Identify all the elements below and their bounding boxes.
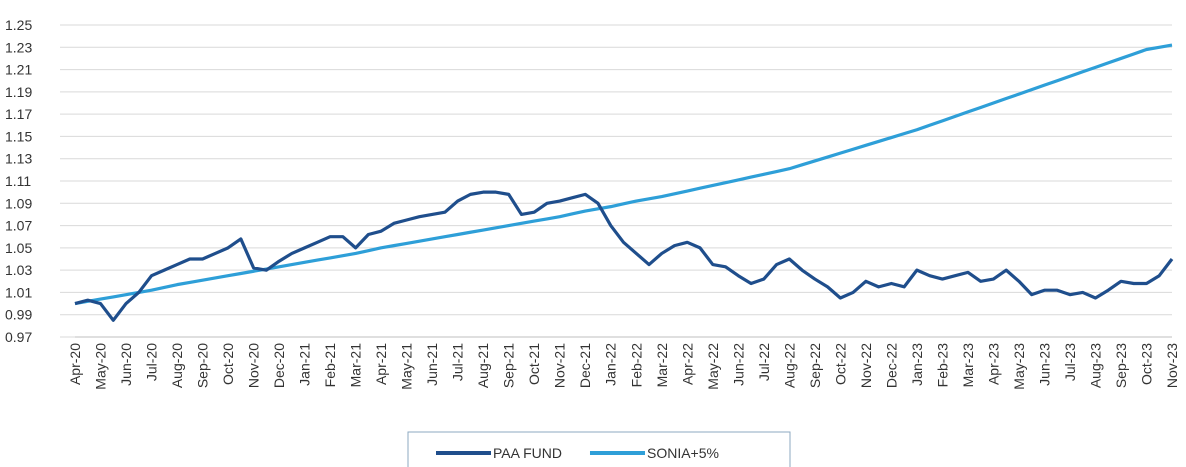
x-tick-label: May-22	[705, 343, 721, 390]
x-tick-label: Sep-21	[501, 343, 517, 388]
x-tick-label: Jun-22	[730, 343, 746, 386]
x-tick-label: Oct-23	[1138, 343, 1154, 385]
y-tick-label: 1.25	[5, 17, 32, 33]
x-tick-label: Aug-21	[475, 343, 491, 388]
x-tick-label: Feb-21	[322, 343, 338, 388]
x-tick-label: May-20	[93, 343, 109, 390]
x-tick-label: Aug-22	[781, 343, 797, 388]
x-tick-label: Nov-23	[1164, 343, 1180, 388]
y-tick-label: 1.19	[5, 84, 32, 100]
x-tick-label: Mar-21	[348, 343, 364, 388]
x-tick-label: Apr-20	[67, 343, 83, 385]
y-tick-label: 1.17	[5, 106, 32, 122]
x-tick-label: Sep-23	[1113, 343, 1129, 388]
y-tick-label: 0.97	[5, 329, 32, 345]
x-tick-label: Jun-23	[1036, 343, 1052, 386]
x-tick-label: Jul-20	[144, 343, 160, 381]
x-tick-label: Dec-21	[577, 343, 593, 388]
x-tick-label: Feb-22	[628, 343, 644, 388]
x-tick-label: Jun-21	[424, 343, 440, 386]
series-line	[74, 190, 1174, 322]
y-tick-label: 1.07	[5, 218, 32, 234]
legend-label: SONIA+5%	[647, 445, 719, 461]
x-tick-label: Apr-23	[985, 343, 1001, 385]
y-tick-label: 1.09	[5, 195, 32, 211]
x-tick-label: Apr-22	[679, 343, 695, 385]
x-tick-label: Sep-22	[807, 343, 823, 388]
y-tick-label: 1.01	[5, 284, 32, 300]
x-tick-label: Jan-21	[297, 343, 313, 386]
x-tick-label: Aug-23	[1087, 343, 1103, 388]
x-tick-label: Mar-23	[960, 343, 976, 388]
y-tick-label: 1.05	[5, 240, 32, 256]
x-tick-label: Nov-22	[858, 343, 874, 388]
x-tick-label: Oct-20	[220, 343, 236, 385]
x-tick-label: Jun-20	[118, 343, 134, 386]
x-tick-label: Nov-21	[552, 343, 568, 388]
legend-label: PAA FUND	[493, 445, 562, 461]
x-tick-label: Sep-20	[195, 343, 211, 388]
x-tick-label: Jul-22	[756, 343, 772, 381]
x-tick-label: Dec-22	[883, 343, 899, 388]
y-tick-label: 1.21	[5, 62, 32, 78]
x-tick-label: Apr-21	[373, 343, 389, 385]
y-tick-label: 0.99	[5, 307, 32, 323]
y-tick-label: 1.11	[5, 173, 31, 189]
x-tick-label: Oct-21	[526, 343, 542, 385]
y-tick-label: 1.03	[5, 262, 32, 278]
y-tick-label: 1.23	[5, 39, 32, 55]
y-tick-label: 1.15	[5, 128, 32, 144]
x-tick-label: Jan-23	[909, 343, 925, 386]
x-tick-label: Aug-20	[169, 343, 185, 388]
x-tick-label: Jul-23	[1062, 343, 1078, 381]
legend-box	[407, 431, 791, 467]
x-tick-label: May-23	[1011, 343, 1027, 390]
y-tick-label: 1.13	[5, 151, 32, 167]
x-tick-label: Jul-21	[450, 343, 466, 381]
x-tick-label: Oct-22	[832, 343, 848, 385]
x-tick-label: Nov-20	[246, 343, 262, 388]
x-tick-label: Mar-22	[654, 343, 670, 388]
series-line	[74, 43, 1173, 306]
x-tick-label: Dec-20	[271, 343, 287, 388]
x-tick-label: May-21	[399, 343, 415, 390]
x-tick-label: Jan-22	[603, 343, 619, 386]
x-tick-label: Feb-23	[934, 343, 950, 388]
